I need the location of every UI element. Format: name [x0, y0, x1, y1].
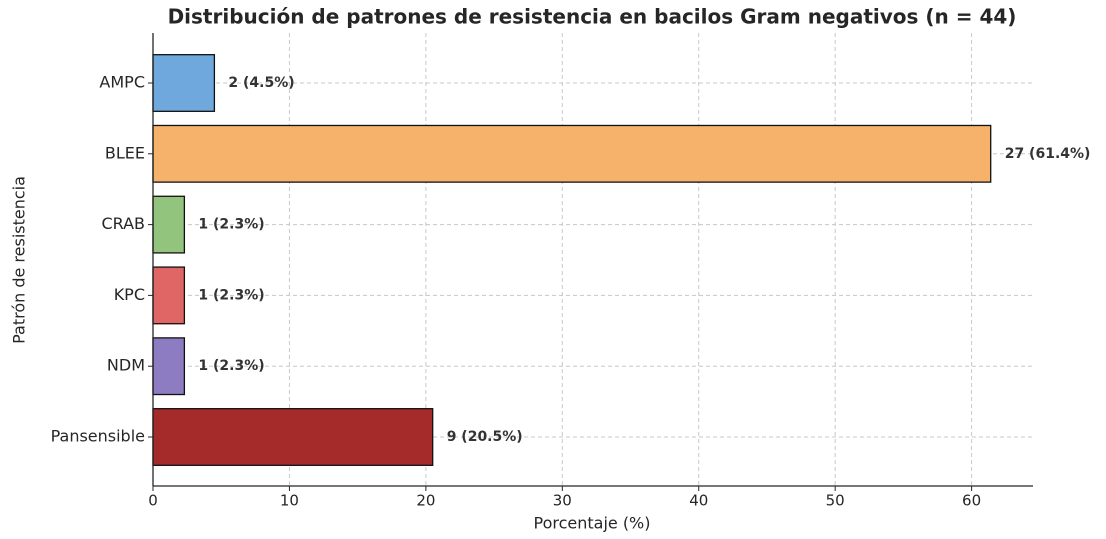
- bar: [152, 54, 216, 112]
- x-tick-label: 60: [962, 492, 981, 510]
- bar: [152, 266, 186, 325]
- x-tick-label: 30: [553, 492, 572, 510]
- bar: [152, 195, 186, 254]
- bar: [152, 124, 992, 183]
- bar: [152, 408, 434, 466]
- y-tick-label: KPC: [114, 285, 145, 304]
- y-axis-label: Patrón de resistencia: [10, 176, 29, 344]
- y-tick-label: Pansensible: [51, 427, 145, 446]
- data-label: 1 (2.3%): [198, 217, 264, 233]
- x-tick-label: 10: [280, 492, 299, 510]
- data-label: 2 (4.5%): [228, 75, 294, 91]
- data-label: 9 (20.5%): [447, 429, 523, 445]
- y-tick-label: NDM: [107, 356, 145, 375]
- x-tick-label: 40: [689, 492, 708, 510]
- y-tick-label: CRAB: [101, 214, 145, 233]
- chart-title: Distribución de patrones de resistencia …: [168, 5, 1017, 29]
- data-label: 27 (61.4%): [1005, 146, 1091, 162]
- x-tick-label: 50: [826, 492, 845, 510]
- y-tick-label: AMPC: [99, 73, 145, 92]
- y-tick-label: BLEE: [105, 143, 145, 162]
- data-label: 1 (2.3%): [198, 287, 264, 303]
- x-axis-label: Porcentaje (%): [533, 514, 650, 533]
- data-label: 1 (2.3%): [198, 358, 264, 374]
- x-tick-label: 20: [416, 492, 435, 510]
- bar: [152, 337, 186, 396]
- x-tick-label: 0: [148, 492, 158, 510]
